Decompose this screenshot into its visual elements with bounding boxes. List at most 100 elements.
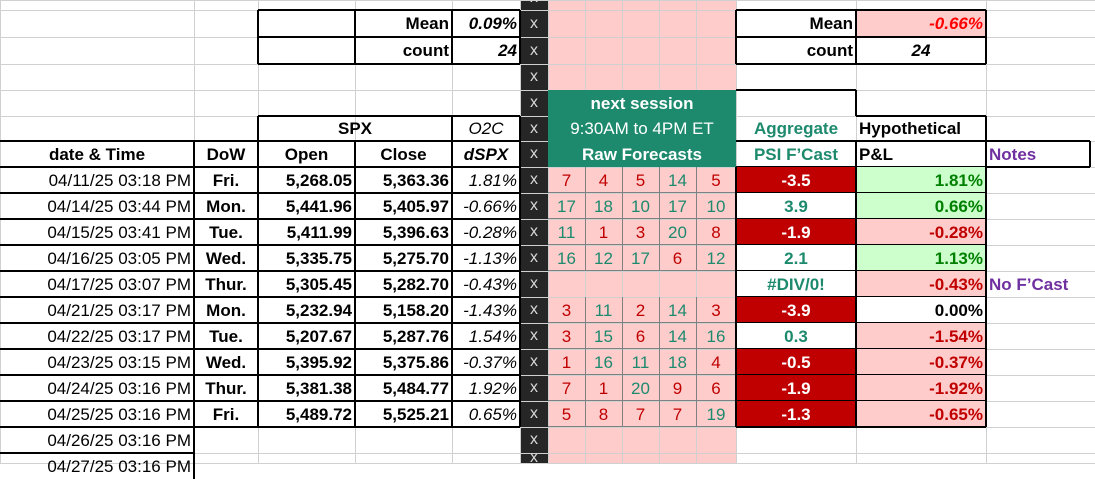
forecast-cell[interactable]: 17 (557, 196, 576, 216)
pnl-cell[interactable]: 1.81% (856, 167, 986, 193)
pnl-cell[interactable]: -0.37% (856, 349, 986, 375)
forecast-cell[interactable]: 11 (557, 222, 576, 242)
forecast-cell[interactable]: 1 (598, 222, 609, 242)
psi-fcast-cell[interactable]: -3.9 (736, 297, 856, 323)
forecast-cell[interactable]: 12 (706, 248, 726, 268)
forecast-cell[interactable]: 20 (668, 222, 687, 242)
forecast-cell[interactable]: 19 (706, 404, 726, 424)
forecast-cell[interactable]: 6 (711, 378, 721, 398)
dow-cell[interactable]: Thur. (205, 274, 247, 294)
dow-cell[interactable]: Mon. (206, 196, 246, 216)
psi-fcast-cell[interactable]: -0.5 (736, 349, 856, 375)
pnl-cell[interactable]: -1.54% (856, 323, 986, 349)
forecast-cell[interactable]: 10 (631, 196, 650, 216)
forecast-cell[interactable]: 14 (668, 326, 687, 346)
open-cell[interactable]: 5,232.94 (285, 300, 352, 320)
forecast-cell[interactable]: 14 (668, 170, 687, 190)
psi-fcast-header[interactable]: PSI F’Cast (753, 144, 839, 164)
open-cell[interactable]: 5,441.96 (285, 196, 352, 216)
dspx-cell[interactable]: -1.43% (463, 300, 517, 320)
forecast-cell[interactable]: 18 (594, 196, 613, 216)
dspx-cell[interactable]: -0.28% (463, 222, 517, 242)
date-cell[interactable]: 04/15/25 03:41 PM (47, 222, 191, 242)
forecast-cell[interactable]: 10 (706, 196, 726, 216)
psi-fcast-cell[interactable]: -1.9 (736, 375, 856, 401)
session-hours-header[interactable]: 9:30AM to 4PM ET (548, 116, 736, 141)
open-cell[interactable]: 5,305.45 (285, 274, 352, 294)
spx-header[interactable]: SPX (337, 119, 373, 138)
forecast-cell[interactable]: 6 (672, 248, 683, 268)
psi-fcast-cell[interactable]: 0.3 (736, 323, 856, 349)
mean-label-right[interactable]: Mean (809, 14, 853, 33)
open-cell[interactable]: 5,411.99 (286, 222, 352, 242)
forecast-cell[interactable]: 16 (557, 248, 576, 268)
mean-label[interactable]: Mean (405, 14, 449, 33)
dow-cell[interactable]: Tue. (209, 326, 243, 346)
pnl-cell[interactable]: 1.13% (856, 245, 986, 271)
psi-fcast-cell[interactable]: #DIV/0! (736, 271, 856, 297)
forecast-cell[interactable]: 8 (598, 404, 609, 424)
forecast-cell[interactable] (659, 271, 696, 297)
close-cell[interactable]: 5,375.86 (382, 352, 449, 372)
forecast-cell[interactable] (696, 271, 736, 297)
date-cell[interactable]: 04/24/25 03:16 PM (47, 378, 191, 398)
close-cell[interactable]: 5,158.20 (382, 300, 449, 320)
dspx-cell[interactable]: -1.13% (463, 248, 517, 268)
forecast-cell[interactable]: 12 (594, 248, 613, 268)
forecast-cell[interactable] (622, 271, 659, 297)
forecast-cell[interactable]: 16 (706, 326, 726, 346)
date-cell[interactable]: 04/14/25 03:44 PM (47, 196, 191, 216)
mean-value[interactable]: 0.09% (468, 14, 517, 33)
forecast-cell[interactable] (548, 271, 585, 297)
dspx-cell[interactable]: -0.66% (463, 196, 517, 216)
forecast-cell[interactable]: 17 (668, 196, 687, 216)
forecast-cell[interactable]: 4 (711, 352, 721, 372)
psi-fcast-cell[interactable]: -3.5 (736, 167, 856, 193)
forecast-cell[interactable]: 5 (635, 170, 646, 190)
forecast-cell[interactable]: 5 (561, 404, 572, 424)
dow-header[interactable]: DoW (206, 144, 246, 164)
notes-header[interactable]: Notes (989, 144, 1037, 164)
pnl-cell[interactable]: 0.66% (856, 193, 986, 219)
count-value[interactable]: 24 (498, 41, 517, 60)
dspx-cell[interactable]: 0.65% (468, 404, 517, 424)
close-cell[interactable]: 5,282.70 (382, 274, 449, 294)
psi-fcast-cell[interactable]: 3.9 (736, 193, 856, 219)
pnl-cell[interactable]: -1.92% (856, 375, 986, 401)
dow-cell[interactable]: Tue. (209, 222, 243, 242)
forecast-cell[interactable]: 1 (598, 378, 609, 398)
forecast-cell[interactable]: 16 (594, 352, 613, 372)
dspx-cell[interactable]: -0.37% (463, 352, 517, 372)
forecast-cell[interactable]: 17 (631, 248, 650, 268)
date-cell[interactable]: 04/23/25 03:15 PM (47, 352, 191, 372)
open-cell[interactable]: 5,489.72 (285, 404, 352, 424)
psi-fcast-cell[interactable]: -1.9 (736, 219, 856, 245)
close-cell[interactable]: 5,525.21 (382, 404, 449, 424)
dow-cell[interactable]: Wed. (205, 248, 247, 268)
close-cell[interactable]: 5,363.36 (382, 170, 449, 190)
pnl-cell[interactable]: -0.65% (856, 401, 986, 427)
dspx-cell[interactable]: 1.92% (468, 378, 517, 398)
forecast-cell[interactable]: 3 (711, 300, 721, 320)
pnl-cell[interactable]: -0.43% (856, 271, 986, 297)
hypothetical-header[interactable]: Hypothetical (859, 119, 962, 138)
forecast-cell[interactable]: 2 (635, 300, 646, 320)
forecast-cell[interactable]: 11 (631, 352, 650, 372)
raw-forecasts-header[interactable]: Raw Forecasts (548, 141, 736, 167)
close-cell[interactable]: 5,405.97 (382, 196, 449, 216)
close-cell[interactable]: 5,287.76 (382, 326, 449, 346)
date-cell[interactable]: 04/27/25 03:16 PM (47, 456, 191, 476)
count-label[interactable]: count (402, 41, 449, 60)
forecast-cell[interactable]: 15 (594, 326, 613, 346)
open-cell[interactable]: 5,268.05 (285, 170, 352, 190)
dow-cell[interactable]: Wed. (205, 352, 247, 372)
open-cell[interactable]: 5,207.67 (285, 326, 352, 346)
forecast-cell[interactable]: 1 (561, 352, 572, 372)
date-cell[interactable]: 04/11/25 03:18 PM (48, 170, 191, 190)
pnl-cell[interactable]: 0.00% (856, 297, 986, 323)
open-header[interactable]: Open (284, 144, 329, 164)
count-label-right[interactable]: count (806, 41, 853, 60)
aggregate-header[interactable]: Aggregate (753, 119, 839, 138)
date-cell[interactable]: 04/16/25 03:05 PM (47, 248, 191, 268)
